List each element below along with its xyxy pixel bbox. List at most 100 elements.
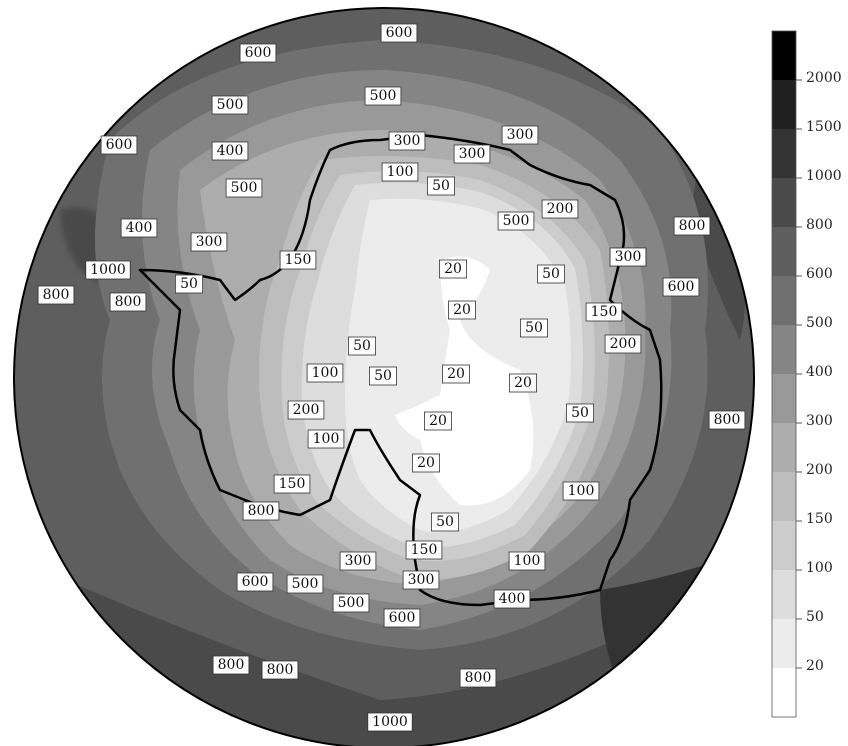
- legend-swatch: [772, 325, 796, 374]
- contour-label-text: 600: [106, 137, 133, 153]
- contour-label: 50: [426, 176, 455, 196]
- contour-label: 20: [438, 259, 467, 279]
- contour-label-text: 20: [453, 302, 471, 318]
- legend-swatch: [772, 374, 796, 423]
- coastline: [138, 133, 663, 607]
- contour-label: 50: [566, 403, 595, 423]
- contour-label-text: 800: [43, 287, 70, 303]
- contour-label-text: 300: [408, 572, 435, 588]
- contour-label-text: 800: [465, 670, 492, 686]
- contour-label-text: 100: [313, 431, 340, 447]
- legend-level-label: 2000: [806, 70, 842, 86]
- contour-label-text: 300: [507, 127, 534, 143]
- contour-label-text: 400: [499, 591, 526, 607]
- contour-label: 1000: [367, 712, 413, 732]
- contour-label: 150: [585, 302, 623, 322]
- legend-level-label: 1500: [806, 119, 842, 135]
- contour-label-text: 500: [292, 576, 319, 592]
- contour-label: 50: [174, 274, 203, 294]
- contour-label: 800: [109, 292, 147, 312]
- contour-label: 600: [239, 43, 277, 63]
- contour-label: 20: [508, 373, 537, 393]
- contour-label: 300: [453, 144, 491, 164]
- contour-label-text: 150: [591, 304, 618, 320]
- contour-label: 300: [501, 125, 539, 145]
- contour-label-text: 20: [514, 375, 532, 391]
- legend-level-label: 200: [806, 462, 833, 478]
- legend-swatch: [772, 80, 796, 129]
- legend-swatch: [772, 570, 796, 619]
- contour-label-text: 800: [115, 294, 142, 310]
- legend-level-label: 50: [806, 609, 824, 625]
- contour-label-text: 50: [436, 514, 454, 530]
- legend-swatch: [772, 472, 796, 521]
- legend-swatch: [772, 521, 796, 570]
- contour-label: 100: [562, 481, 600, 501]
- contour-label: 100: [307, 429, 345, 449]
- contour-label: 150: [273, 474, 311, 494]
- contour-label: 200: [604, 334, 642, 354]
- contour-label-text: 100: [514, 553, 541, 569]
- contour-label: 300: [609, 247, 647, 267]
- contour-label-text: 100: [387, 164, 414, 180]
- contour-label: 800: [708, 410, 746, 430]
- legend-level-label: 300: [806, 413, 833, 429]
- contour-label-text: 50: [432, 178, 450, 194]
- contour-label-text: 150: [279, 476, 306, 492]
- contour-label: 800: [459, 668, 497, 688]
- contour-label: 100: [508, 551, 546, 571]
- contour-label-text: 50: [180, 276, 198, 292]
- contour-label-text: 1000: [372, 714, 408, 730]
- contour-label: 500: [364, 86, 402, 106]
- legend-level-label: 150: [806, 511, 833, 527]
- contour-label-text: 150: [411, 542, 438, 558]
- contour-label: 50: [520, 318, 549, 338]
- contour-label-text: 600: [242, 574, 269, 590]
- contour-label: 600: [236, 572, 274, 592]
- contour-label: 400: [493, 589, 531, 609]
- contour-label-text: 50: [571, 405, 589, 421]
- contour-label-text: 500: [217, 97, 244, 113]
- contour-label: 50: [430, 512, 459, 532]
- legend-swatch: [772, 668, 796, 717]
- contour-label: 300: [388, 131, 426, 151]
- contour-label-text: 200: [610, 336, 637, 352]
- legend-swatch: [772, 423, 796, 472]
- contour-label-text: 20: [429, 413, 447, 429]
- contour-label: 100: [381, 162, 419, 182]
- contour-label-text: 800: [714, 412, 741, 428]
- legend-level-label: 20: [806, 658, 824, 674]
- legend-swatch: [772, 276, 796, 325]
- contour-label-text: 20: [444, 261, 462, 277]
- contour-label: 800: [37, 285, 75, 305]
- contour-label-text: 600: [389, 610, 416, 626]
- contour-label-text: 600: [245, 45, 272, 61]
- contour-label: 50: [368, 366, 397, 386]
- contour-label-text: 200: [293, 402, 320, 418]
- contour-label: 100: [306, 363, 344, 383]
- contour-label: 600: [100, 135, 138, 155]
- contour-label: 600: [383, 608, 421, 628]
- contour-label-text: 300: [196, 234, 223, 250]
- contour-label-text: 1000: [90, 262, 126, 278]
- legend-swatch: [772, 129, 796, 178]
- contour-label-text: 300: [615, 249, 642, 265]
- contour-label-text: 800: [267, 662, 294, 678]
- contour-label: 300: [339, 551, 377, 571]
- legend-level-label: 600: [806, 266, 833, 282]
- color-scale-legend: 2000 1500 1000 800 600 500 400 300 200 150 100 50 20: [771, 30, 842, 718]
- contour-label: 300: [190, 232, 228, 252]
- contour-label-text: 300: [394, 133, 421, 149]
- contour-label-text: 600: [668, 279, 695, 295]
- legend-level-label: 400: [806, 364, 833, 380]
- contour-label: 800: [261, 660, 299, 680]
- contour-label-text: 500: [503, 213, 530, 229]
- legend-level-label: 100: [806, 560, 833, 576]
- contour-label-text: 800: [218, 657, 245, 673]
- contour-label: 800: [212, 655, 250, 675]
- legend-swatch: [772, 227, 796, 276]
- contour-label-text: 500: [370, 88, 397, 104]
- contour-label-text: 50: [542, 266, 560, 282]
- contour-label-text: 400: [217, 143, 244, 159]
